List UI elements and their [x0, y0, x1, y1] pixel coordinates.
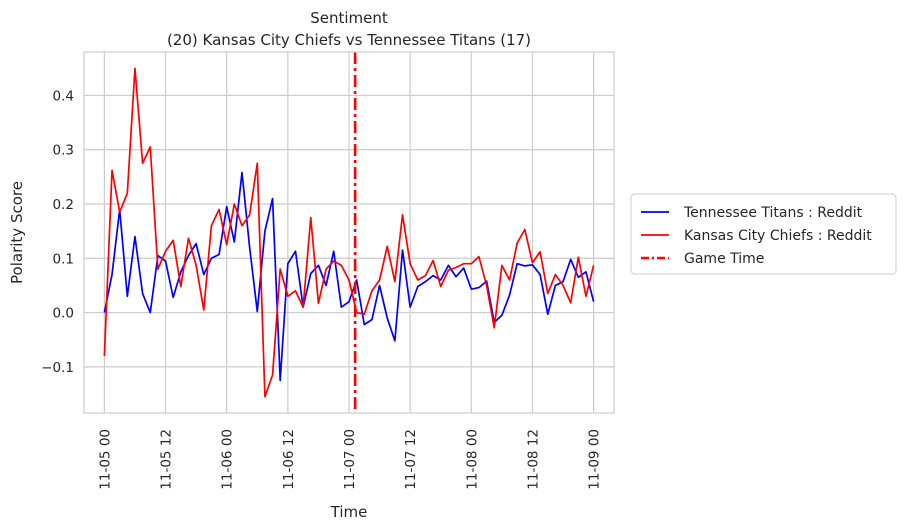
plot-lines: [103, 67, 595, 398]
x-tick-label: 11-05 12: [159, 429, 175, 490]
x-tick-label: 11-07 00: [342, 429, 358, 490]
series-line-kansas-city-chiefs: [103, 67, 595, 398]
x-tick-label: 11-07 12: [403, 429, 419, 490]
x-axis-label: Time: [330, 503, 368, 521]
x-tick-label: 11-06 12: [281, 429, 297, 490]
y-tick-label: 0.0: [53, 306, 74, 322]
y-tick-label: 0.3: [53, 143, 74, 159]
grid: [84, 52, 614, 413]
x-tick-label: 11-08 00: [464, 429, 480, 490]
legend-box: [630, 193, 897, 275]
x-tick-label: 11-09 00: [587, 429, 603, 490]
series-line-tennessee-titans: [103, 171, 595, 382]
x-tick-label: 11-06 00: [220, 429, 236, 490]
chart-subtitle: (20) Kansas City Chiefs vs Tennessee Tit…: [167, 31, 531, 49]
x-tick-label: 11-08 12: [525, 429, 541, 490]
x-tick-labels: 11-05 00 11-05 12 11-06 00 11-06 12 11-07 00…: [97, 429, 602, 490]
y-tick-label: 0.1: [53, 251, 74, 267]
legend: Tennessee Titans : Reddit Kansas City Chi…: [630, 193, 897, 275]
y-tick-label: 0.4: [53, 88, 74, 104]
x-tick-label: 11-05 00: [97, 429, 113, 490]
chart-title: Sentiment: [310, 9, 388, 27]
y-tick-label: −0.1: [41, 360, 74, 376]
y-tick-label: 0.2: [53, 197, 74, 213]
y-tick-labels: −0.1 0.0 0.1 0.2 0.3 0.4: [41, 88, 74, 375]
plot-frame: [83, 51, 615, 414]
y-axis-label: Polarity Score: [8, 181, 26, 284]
legend-item-tennessee-titans-label: Tennessee Titans : Reddit: [683, 205, 863, 221]
legend-item-kansas-city-chiefs-label: Kansas City Chiefs : Reddit: [684, 228, 872, 244]
legend-item-game-time-label: Game Time: [684, 251, 764, 267]
